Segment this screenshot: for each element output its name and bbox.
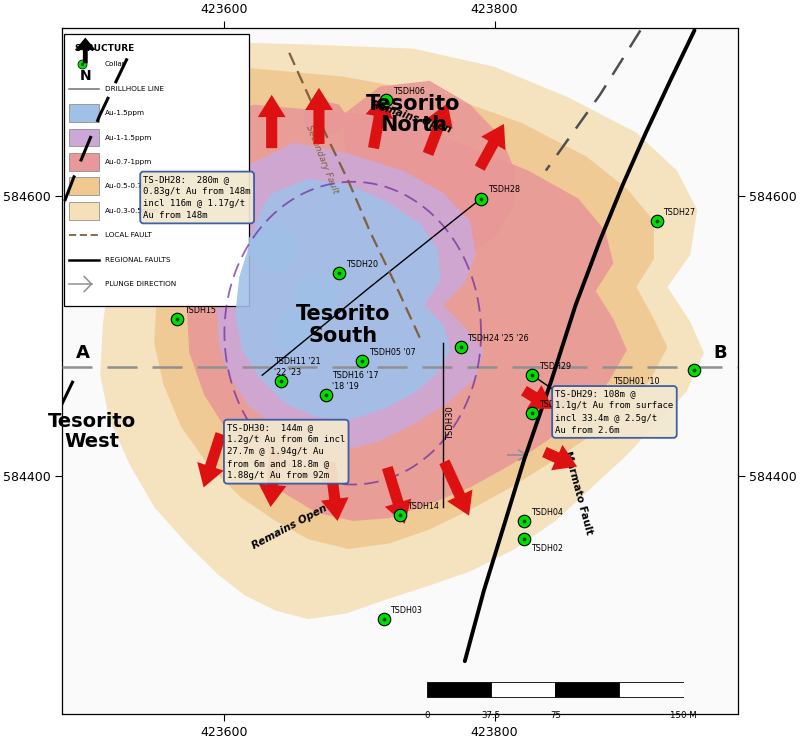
- Text: TSDH16 '17
'18 '19: TSDH16 '17 '18 '19: [333, 371, 379, 390]
- Text: Tesorito
North: Tesorito North: [366, 93, 461, 135]
- Text: TSDH28: TSDH28: [488, 186, 520, 194]
- Polygon shape: [298, 273, 339, 316]
- Polygon shape: [273, 308, 314, 352]
- Text: TS-DH28:  280m @
0.83g/t Au from 148m
incl 116m @ 1.17g/t
Au from 148m: TS-DH28: 280m @ 0.83g/t Au from 148m inc…: [143, 175, 251, 220]
- Text: TSDH15: TSDH15: [184, 306, 216, 315]
- Text: Tesorito
West: Tesorito West: [48, 412, 136, 451]
- Polygon shape: [249, 224, 298, 273]
- Polygon shape: [154, 67, 667, 549]
- Text: Tesorito
South: Tesorito South: [296, 304, 390, 346]
- Text: Remains Open: Remains Open: [250, 503, 329, 551]
- Polygon shape: [100, 42, 704, 619]
- Text: TSDH04: TSDH04: [531, 508, 563, 516]
- Polygon shape: [302, 100, 349, 137]
- Text: TSDH02: TSDH02: [531, 544, 563, 554]
- Text: TSDH05 '07: TSDH05 '07: [369, 348, 416, 357]
- Polygon shape: [235, 179, 451, 420]
- Text: TS-DH30:  144m @
1.2g/t Au from 6m incl
27.7m @ 1.94g/t Au
from 6m and 18.8m @
1: TS-DH30: 144m @ 1.2g/t Au from 6m incl 2…: [227, 423, 346, 481]
- Text: TSDH01 '10: TSDH01 '10: [614, 378, 660, 387]
- Text: TSDH11 '21
'22 '23: TSDH11 '21 '22 '23: [274, 357, 321, 377]
- Polygon shape: [186, 105, 627, 521]
- Text: TSDH30: TSDH30: [446, 406, 455, 440]
- Text: TSDH29: TSDH29: [539, 362, 571, 371]
- Text: TSDH08: TSDH08: [539, 400, 571, 409]
- Polygon shape: [306, 185, 343, 221]
- Text: TSDH27: TSDH27: [663, 208, 695, 217]
- Polygon shape: [216, 142, 484, 451]
- Text: TSDH20: TSDH20: [346, 260, 378, 269]
- Text: TS-DH29: 108m @
1.1g/t Au from surface
incl 33.4m @ 2.5g/t
Au from 2.6m: TS-DH29: 108m @ 1.1g/t Au from surface i…: [555, 390, 674, 435]
- Text: B: B: [714, 344, 727, 362]
- Text: A: A: [76, 344, 90, 362]
- Polygon shape: [343, 81, 515, 269]
- Text: TSDH06: TSDH06: [394, 88, 425, 96]
- Text: TSDH24 '25 '26: TSDH24 '25 '26: [467, 334, 529, 343]
- Text: TSDH03: TSDH03: [390, 606, 422, 615]
- Text: Secondary Fault: Secondary Fault: [304, 124, 339, 195]
- Text: TSDH14: TSDH14: [406, 502, 438, 511]
- Text: Remains Open: Remains Open: [370, 99, 452, 135]
- Text: Marmato Fault: Marmato Fault: [562, 450, 594, 536]
